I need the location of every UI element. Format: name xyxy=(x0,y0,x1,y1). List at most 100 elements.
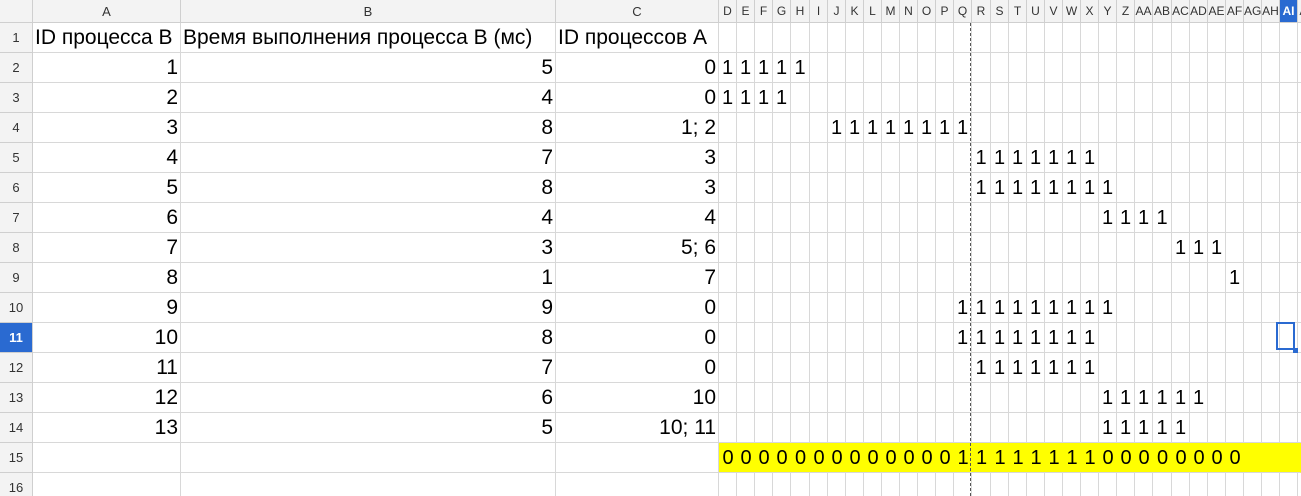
cell-x2[interactable] xyxy=(1081,53,1099,83)
cell-af12[interactable] xyxy=(1226,353,1244,383)
cell-u16[interactable] xyxy=(1027,473,1045,496)
cell-j9[interactable] xyxy=(828,263,846,293)
cell-n1[interactable] xyxy=(900,23,918,53)
cell-ah5[interactable] xyxy=(1262,143,1280,173)
cell-f11[interactable] xyxy=(755,323,773,353)
cell-x8[interactable] xyxy=(1081,233,1099,263)
summary-cell-ac[interactable]: 0 xyxy=(1175,447,1187,469)
cell-r14[interactable] xyxy=(972,413,991,443)
row-header-14[interactable]: 14 xyxy=(0,413,33,443)
cell-r12[interactable]: 1 xyxy=(972,353,991,383)
cell-h12[interactable] xyxy=(791,353,810,383)
cell-d3[interactable]: 1 xyxy=(719,83,737,113)
cell-k2[interactable] xyxy=(846,53,864,83)
cell-r6[interactable]: 1 xyxy=(972,173,991,203)
cell-aa14[interactable]: 1 xyxy=(1135,413,1153,443)
cell-ab8[interactable] xyxy=(1153,233,1172,263)
cell-w16[interactable] xyxy=(1063,473,1081,496)
cell-l1[interactable] xyxy=(864,23,882,53)
cell-g11[interactable] xyxy=(773,323,791,353)
column-header-aa[interactable]: AA xyxy=(1135,0,1153,23)
cell-e6[interactable] xyxy=(737,173,755,203)
column-header-e[interactable]: E xyxy=(737,0,755,23)
cell-i14[interactable] xyxy=(810,413,828,443)
cell-j3[interactable] xyxy=(828,83,846,113)
cell-ac16[interactable] xyxy=(1172,473,1190,496)
cell-i13[interactable] xyxy=(810,383,828,413)
cell-aj2[interactable] xyxy=(1298,53,1301,83)
cell-p4[interactable]: 1 xyxy=(936,113,954,143)
cell-m3[interactable] xyxy=(882,83,900,113)
cell-a10[interactable]: 9 xyxy=(33,293,181,323)
cell-q14[interactable] xyxy=(954,413,972,443)
cell-d1[interactable] xyxy=(719,23,737,53)
cell-ab11[interactable] xyxy=(1153,323,1172,353)
cell-ah4[interactable] xyxy=(1262,113,1280,143)
cell-k8[interactable] xyxy=(846,233,864,263)
column-header-v[interactable]: V xyxy=(1045,0,1063,23)
cell-b11[interactable]: 8 xyxy=(181,323,556,353)
cell-a12[interactable]: 11 xyxy=(33,353,181,383)
cell-i2[interactable] xyxy=(810,53,828,83)
cell-i4[interactable] xyxy=(810,113,828,143)
cell-z9[interactable] xyxy=(1117,263,1135,293)
summary-cell-e[interactable]: 0 xyxy=(740,447,752,469)
fill-handle[interactable] xyxy=(1293,348,1298,353)
cell-e4[interactable] xyxy=(737,113,755,143)
summary-cell-l[interactable]: 0 xyxy=(867,447,879,469)
cell-d12[interactable] xyxy=(719,353,737,383)
cell-u7[interactable] xyxy=(1027,203,1045,233)
cell-ac13[interactable]: 1 xyxy=(1172,383,1190,413)
column-header-f[interactable]: F xyxy=(755,0,773,23)
summary-cell-x[interactable]: 1 xyxy=(1084,447,1096,469)
cell-l14[interactable] xyxy=(864,413,882,443)
cell-d16[interactable] xyxy=(719,473,737,496)
cell-ag6[interactable] xyxy=(1244,173,1262,203)
cell-e13[interactable] xyxy=(737,383,755,413)
cell-o8[interactable] xyxy=(918,233,936,263)
cell-ac6[interactable] xyxy=(1172,173,1190,203)
column-header-q[interactable]: Q xyxy=(954,0,972,23)
cell-ag8[interactable] xyxy=(1244,233,1262,263)
cell-g5[interactable] xyxy=(773,143,791,173)
cell-m11[interactable] xyxy=(882,323,900,353)
cell-a11[interactable]: 10 xyxy=(33,323,181,353)
row-header-13[interactable]: 13 xyxy=(0,383,33,413)
cell-aj8[interactable] xyxy=(1298,233,1301,263)
cell-j12[interactable] xyxy=(828,353,846,383)
cell-n16[interactable] xyxy=(900,473,918,496)
cell-t4[interactable] xyxy=(1009,113,1027,143)
cell-x10[interactable]: 1 xyxy=(1081,293,1099,323)
cell-m13[interactable] xyxy=(882,383,900,413)
cell-h4[interactable] xyxy=(791,113,810,143)
summary-cell-t[interactable]: 1 xyxy=(1012,447,1024,469)
cell-aj5[interactable] xyxy=(1298,143,1301,173)
cell-af10[interactable] xyxy=(1226,293,1244,323)
cell-j6[interactable] xyxy=(828,173,846,203)
cell-e16[interactable] xyxy=(737,473,755,496)
cell-o16[interactable] xyxy=(918,473,936,496)
cell-af5[interactable] xyxy=(1226,143,1244,173)
cell-b2[interactable]: 5 xyxy=(181,53,556,83)
cell-b5[interactable]: 7 xyxy=(181,143,556,173)
summary-cell-q[interactable]: 1 xyxy=(957,447,969,469)
cell-g12[interactable] xyxy=(773,353,791,383)
cell-o13[interactable] xyxy=(918,383,936,413)
cell-x11[interactable]: 1 xyxy=(1081,323,1099,353)
cell-ad1[interactable] xyxy=(1190,23,1208,53)
cell-c7[interactable]: 4 xyxy=(556,203,719,233)
cell-w14[interactable] xyxy=(1063,413,1081,443)
cell-q1[interactable] xyxy=(954,23,972,53)
cell-ah12[interactable] xyxy=(1262,353,1280,383)
summary-cell-o[interactable]: 0 xyxy=(921,447,933,469)
summary-cell-n[interactable]: 0 xyxy=(903,447,915,469)
cell-p12[interactable] xyxy=(936,353,954,383)
cell-d4[interactable] xyxy=(719,113,737,143)
cell-ai7[interactable] xyxy=(1280,203,1298,233)
cell-y6[interactable]: 1 xyxy=(1099,173,1117,203)
column-header-m[interactable]: M xyxy=(882,0,900,23)
cell-a16[interactable] xyxy=(33,473,181,496)
cell-b6[interactable]: 8 xyxy=(181,173,556,203)
cell-ai4[interactable] xyxy=(1280,113,1298,143)
cell-s3[interactable] xyxy=(991,83,1009,113)
